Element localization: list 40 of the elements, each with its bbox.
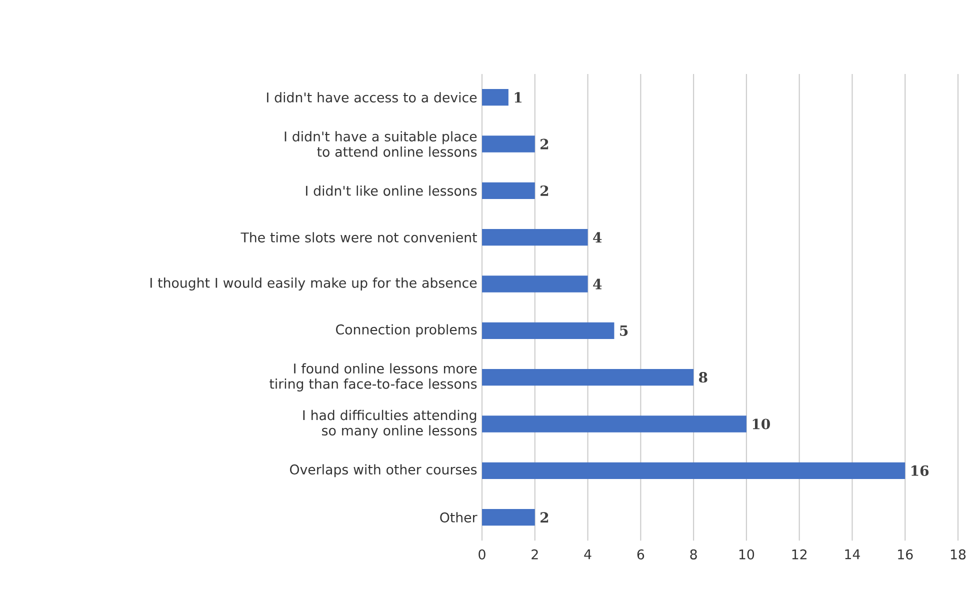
- data-label: 8: [699, 372, 708, 383]
- bar: [482, 416, 746, 432]
- x-tick-label: 16: [898, 549, 913, 560]
- bar: [482, 509, 535, 526]
- bar: [482, 136, 535, 152]
- data-label: 2: [540, 185, 548, 196]
- bar: [482, 369, 694, 386]
- bar: [482, 462, 906, 480]
- y-tick-label: Other: [440, 512, 478, 522]
- x-tick-label: 14: [845, 549, 860, 560]
- x-tick-label: 12: [792, 549, 806, 560]
- data-label: 4: [593, 232, 602, 243]
- y-tick-label: The time slots were not convenient: [240, 232, 477, 242]
- y-tick-label: I had difficulties attending so many online lessons: [303, 410, 477, 438]
- data-label: 16: [912, 465, 929, 476]
- x-tick-label: 18: [950, 549, 966, 560]
- data-label: 1: [514, 92, 522, 103]
- x-tick-label: 4: [584, 549, 592, 560]
- x-tick-label: 2: [532, 549, 538, 560]
- bar: [482, 89, 508, 106]
- data-label: 5: [620, 325, 628, 336]
- x-tick-label: 0: [478, 549, 486, 560]
- x-tick-label: 8: [690, 549, 697, 560]
- y-tick-label: I thought I would easily make up for the absence: [150, 278, 477, 290]
- data-label: 2: [540, 512, 548, 523]
- bar: [482, 229, 588, 246]
- x-tick-label: 10: [739, 549, 754, 560]
- y-tick-label: I found online lessons more tiring than face-to-face lessons: [270, 363, 477, 392]
- bar: [482, 182, 535, 199]
- data-label: 2: [540, 138, 548, 150]
- y-tick-label: I didn't like online lessons: [306, 185, 477, 196]
- bar: [482, 276, 588, 292]
- x-tick-label: 6: [637, 549, 644, 560]
- data-label: 4: [593, 278, 602, 290]
- data-label: 10: [752, 418, 770, 430]
- bar: [482, 322, 614, 340]
- y-tick-label: I didn't have access to a device: [267, 92, 477, 102]
- y-tick-label: Connection problems: [336, 324, 477, 338]
- y-tick-label: I didn't have a suitable place to attend online lessons: [284, 131, 477, 157]
- y-tick-label: Overlaps with other courses: [290, 464, 477, 478]
